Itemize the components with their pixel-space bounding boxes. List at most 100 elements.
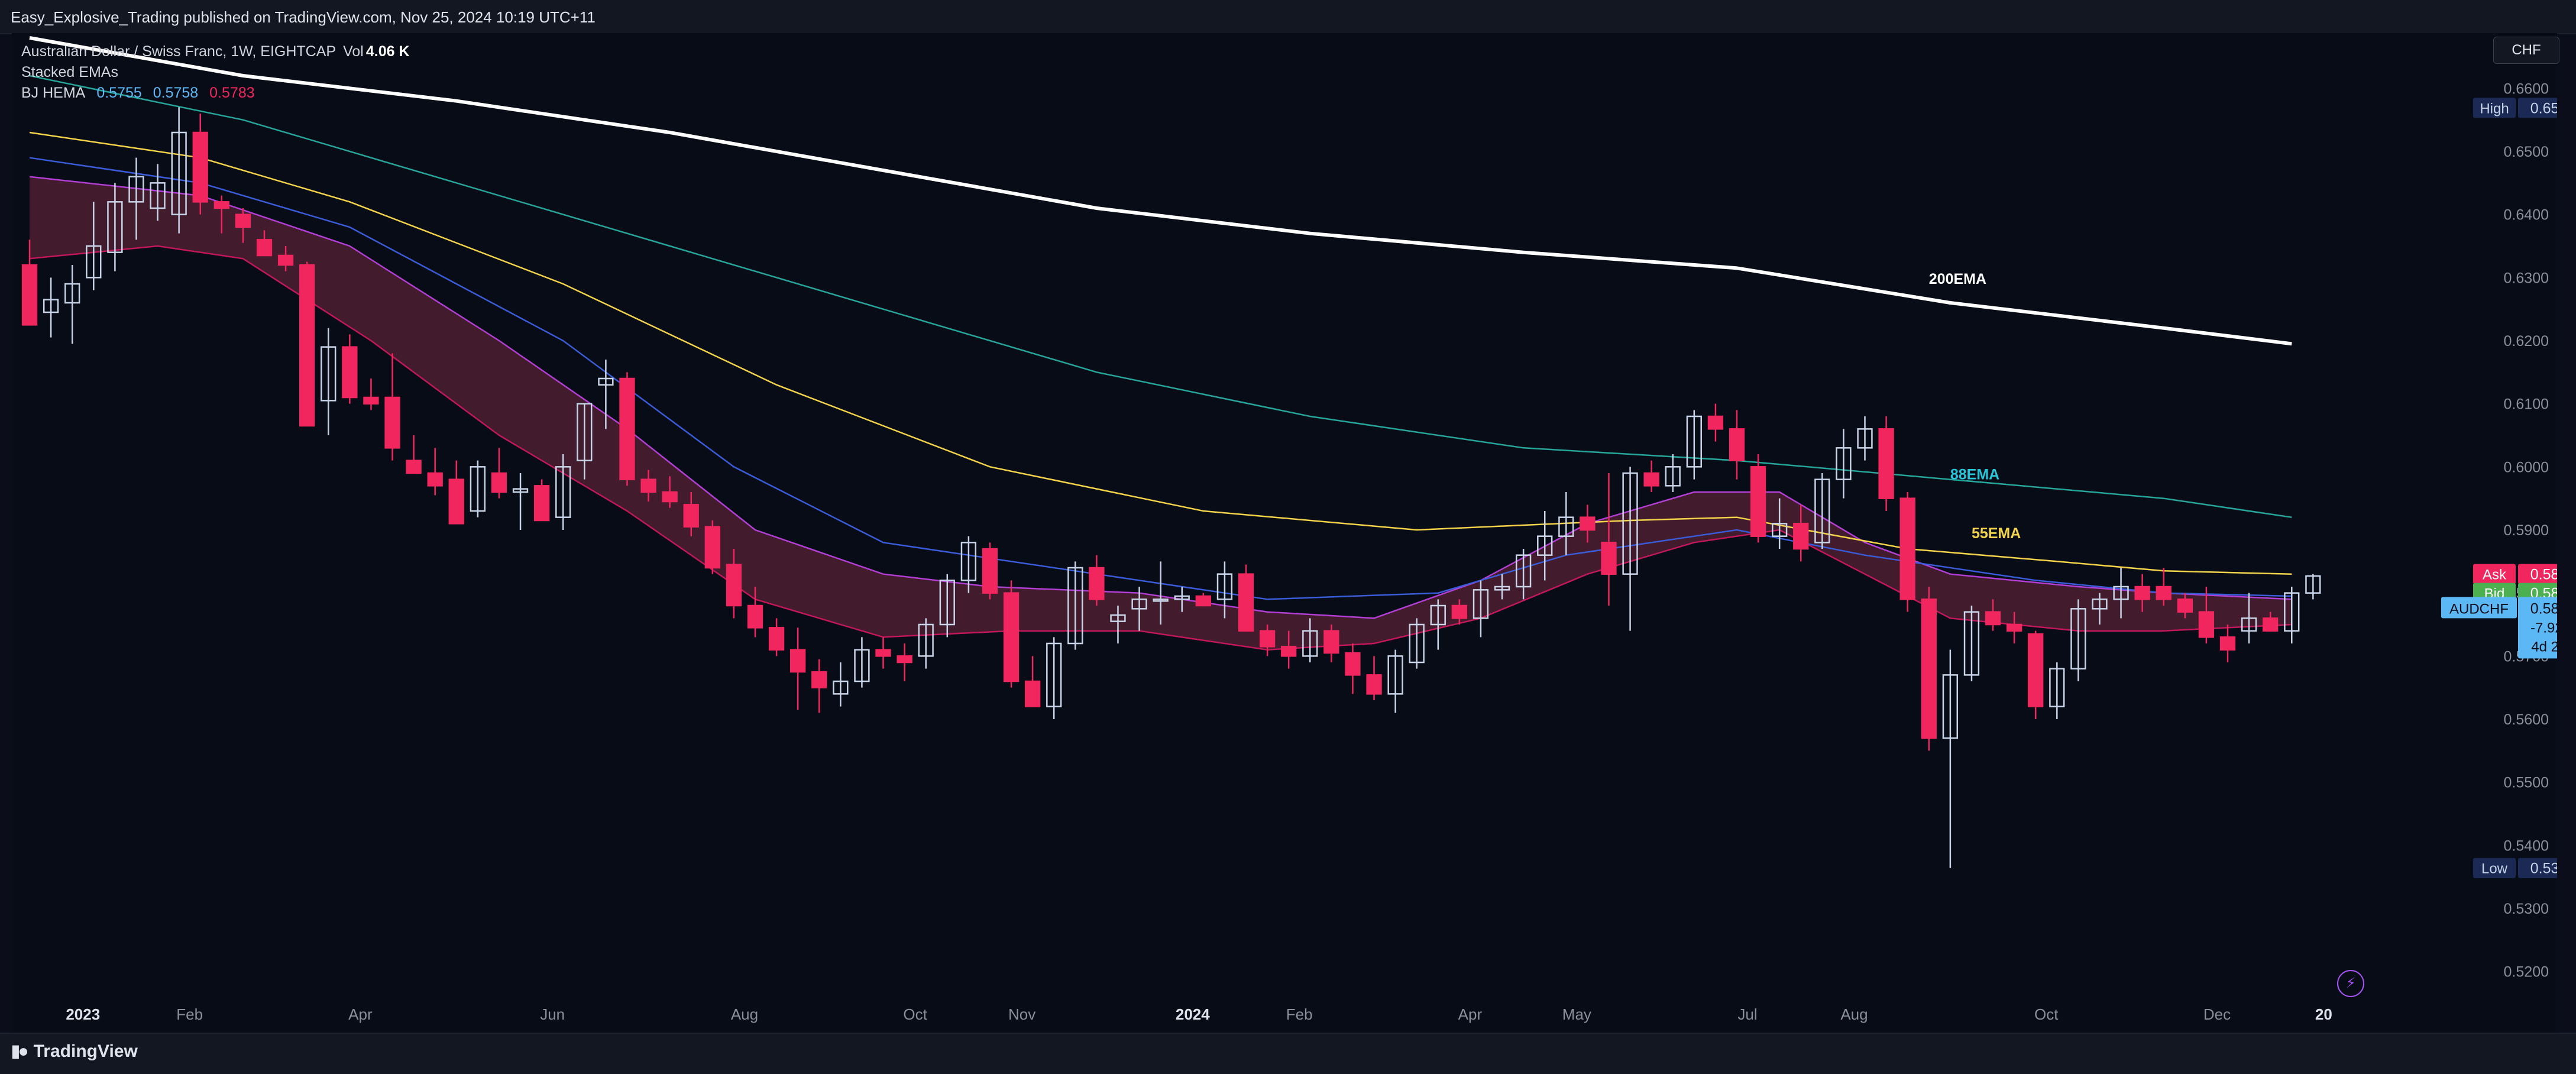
candle — [150, 164, 166, 221]
chart-svg[interactable]: 200EMA 88EMA 55EMA 0.6600 0.6500 0.6400 0.6300… — [12, 33, 2557, 1033]
candle — [2006, 612, 2022, 643]
candle — [1409, 618, 1425, 669]
candle — [1772, 498, 1788, 549]
candle — [1430, 599, 1446, 650]
candle-body — [2049, 668, 2065, 707]
candle-body — [683, 504, 699, 528]
legend-indicator-bj-hema[interactable]: BJ HEMA 0.5755 0.5758 0.5783 — [21, 83, 417, 103]
candle — [2070, 599, 2086, 681]
candle — [1963, 606, 1980, 681]
y-tick-label: 0.5200 — [2504, 964, 2549, 981]
candle-body — [1024, 680, 1041, 707]
candle-body — [1153, 599, 1169, 602]
x-tick-label: 20 — [2315, 1005, 2332, 1023]
last-value-bg — [2518, 597, 2557, 659]
candle — [299, 261, 315, 427]
candle — [1259, 625, 1276, 656]
x-tick-label: Aug — [731, 1005, 758, 1023]
candle — [1707, 403, 1724, 442]
candle-body — [1793, 523, 1809, 550]
y-tick-label: 0.5300 — [2504, 901, 2549, 917]
tradingview-logo[interactable]: ▮● TradingView — [11, 1041, 138, 1062]
candle-body — [299, 264, 315, 427]
candle — [86, 202, 102, 290]
lightning-icon[interactable]: ⚡ — [2337, 970, 2364, 997]
x-tick-label: Jun — [540, 1005, 565, 1023]
candle-body — [704, 526, 720, 569]
candle — [192, 114, 208, 215]
candle-body — [662, 491, 678, 503]
candle — [363, 379, 379, 410]
candle — [1665, 454, 1681, 492]
candle-body — [1003, 592, 1020, 682]
candle-body — [1387, 655, 1403, 695]
candle — [1899, 492, 1915, 612]
legend-symbol-row[interactable]: Australian Dollar / Swiss Franc, 1W, EIG… — [21, 41, 417, 62]
candle-body — [2092, 599, 2108, 610]
candle-body — [1302, 630, 1318, 657]
candle — [235, 208, 251, 243]
candle-body — [2284, 592, 2300, 632]
last-change-text: -7.92% — [2530, 620, 2557, 636]
ask-label-value-text: 0.5830 — [2530, 567, 2557, 583]
candle-body — [1515, 554, 1532, 588]
candle-body — [1643, 472, 1659, 487]
candle — [1003, 580, 1020, 688]
candle-body — [86, 245, 102, 279]
candle — [2241, 593, 2257, 643]
chart-area[interactable]: 200EMA 88EMA 55EMA 0.6600 0.6500 0.6400 0.6300… — [12, 33, 2557, 1033]
candle-body — [982, 548, 998, 594]
candle-body — [1046, 642, 1062, 707]
ask-label-tag-text: Ask — [2483, 567, 2507, 583]
candle-body — [107, 201, 123, 253]
candle-body — [2006, 623, 2022, 632]
last-symbol-bg — [2441, 597, 2517, 619]
x-tick-label: Apr — [348, 1005, 373, 1023]
candle — [2113, 568, 2129, 619]
candle-body — [1772, 523, 1788, 537]
candle-body — [21, 264, 38, 326]
candle-body — [1473, 589, 1489, 619]
candle-body — [1537, 535, 1553, 556]
candle-body — [1366, 674, 1382, 695]
y-tick-label: 0.6400 — [2504, 207, 2549, 224]
candle-body — [2177, 599, 2193, 613]
candle-body — [1281, 646, 1297, 657]
candle-body — [1323, 630, 1339, 654]
candle — [2263, 612, 2279, 632]
candle — [1323, 625, 1339, 662]
candle — [1558, 492, 1574, 555]
x-tick-label: Oct — [2034, 1005, 2059, 1023]
candle-body — [256, 239, 273, 257]
high-label: High 0.6569 — [2473, 98, 2557, 118]
candle — [2156, 568, 2172, 606]
legend-indicator-stacked-emas[interactable]: Stacked EMAs — [21, 62, 417, 83]
x-tick-label: Dec — [2203, 1005, 2231, 1023]
candle — [1387, 649, 1403, 713]
candle — [491, 448, 507, 499]
y-tick-label: 0.6500 — [2504, 144, 2549, 160]
candle-body — [277, 254, 294, 266]
candle-body — [171, 131, 187, 215]
candle-body — [1067, 567, 1083, 645]
candle — [64, 265, 80, 344]
ema55-line — [29, 131, 2292, 575]
candle-body — [747, 604, 763, 629]
candle — [533, 479, 550, 522]
candle-body — [1836, 447, 1852, 480]
candle-body — [384, 396, 400, 449]
candle — [2305, 574, 2321, 600]
candle — [1494, 574, 1510, 600]
last-symbol-text: AUDCHF — [2449, 601, 2509, 617]
candle-body — [2134, 585, 2150, 600]
candle-body — [918, 623, 934, 657]
candle — [128, 157, 144, 240]
currency-selector[interactable]: CHF — [2493, 37, 2559, 64]
candle-body — [2241, 617, 2257, 632]
candle-body — [427, 472, 443, 487]
y-tick-label: 0.5600 — [2504, 711, 2549, 728]
ask-label-tag-bg — [2473, 564, 2516, 584]
candle-body — [1665, 466, 1681, 487]
candle — [277, 246, 294, 271]
candle — [960, 536, 977, 593]
